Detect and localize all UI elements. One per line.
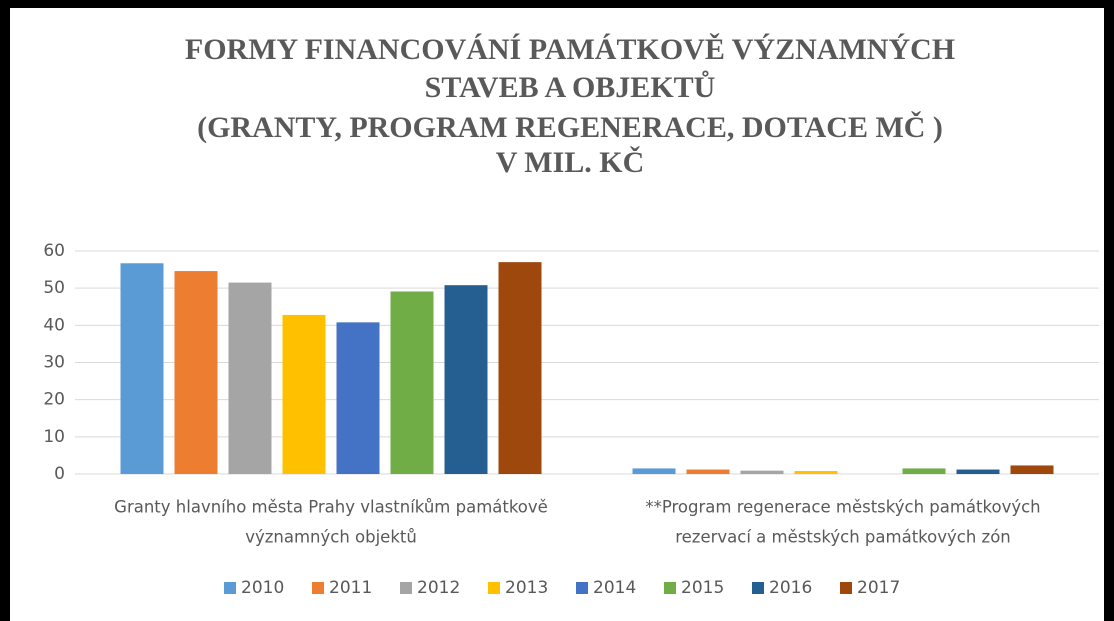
legend-swatch xyxy=(752,582,764,594)
chart-title: STAVEB A OBJEKTŮ xyxy=(425,70,716,104)
bar xyxy=(902,468,946,474)
bar xyxy=(174,271,218,474)
legend-label: 2010 xyxy=(241,578,284,598)
y-tick-label: 60 xyxy=(43,241,65,261)
y-tick-label: 40 xyxy=(43,315,65,335)
bar xyxy=(1010,465,1054,474)
legend-label: 2015 xyxy=(681,578,724,598)
legend-label: 2014 xyxy=(593,578,636,598)
chart-title: (GRANTY, PROGRAM REGENERACE, DOTACE MČ ) xyxy=(197,111,943,144)
legend-swatch xyxy=(312,582,324,594)
legend-swatch xyxy=(840,582,852,594)
bar xyxy=(632,468,676,474)
chart-frame: FORMY FINANCOVÁNÍ PAMÁTKOVĚ VÝZNAMNÝCH ST… xyxy=(10,8,1104,621)
legend-label: 2012 xyxy=(417,578,460,598)
legend-swatch xyxy=(224,582,236,594)
x-tick-label: Granty hlavního města Prahy vlastníkům p… xyxy=(114,498,548,517)
bar xyxy=(228,282,272,474)
x-tick-label: rezervací a městských památkových zón xyxy=(675,528,1011,547)
chart: FORMY FINANCOVÁNÍ PAMÁTKOVĚ VÝZNAMNÝCH ST… xyxy=(43,33,1099,598)
y-tick-label: 30 xyxy=(43,353,65,373)
x-tick-label: **Program regenerace městských památkový… xyxy=(645,498,1040,517)
legend-swatch xyxy=(488,582,500,594)
legend-label: 2011 xyxy=(329,578,372,598)
y-tick-label: 0 xyxy=(54,464,65,484)
bar xyxy=(794,471,838,474)
bar xyxy=(444,285,488,474)
bar xyxy=(956,469,1000,474)
x-tick-label: významných objektů xyxy=(245,528,417,547)
bar xyxy=(740,470,784,474)
legend-swatch xyxy=(576,582,588,594)
bar xyxy=(282,314,326,474)
legend-swatch xyxy=(400,582,412,594)
bar xyxy=(120,263,164,474)
legend-label: 2016 xyxy=(769,578,812,598)
chart-title: V MIL. KČ xyxy=(496,146,645,179)
y-tick-label: 10 xyxy=(43,427,65,447)
y-tick-label: 50 xyxy=(43,278,65,298)
y-tick-label: 20 xyxy=(43,390,65,410)
legend-label: 2017 xyxy=(857,578,900,598)
legend-label: 2013 xyxy=(505,578,548,598)
bar xyxy=(686,469,730,474)
legend-swatch xyxy=(664,582,676,594)
bar xyxy=(336,322,380,474)
bar xyxy=(390,291,434,474)
chart-title: FORMY FINANCOVÁNÍ PAMÁTKOVĚ VÝZNAMNÝCH xyxy=(185,33,955,66)
bar xyxy=(498,262,542,474)
